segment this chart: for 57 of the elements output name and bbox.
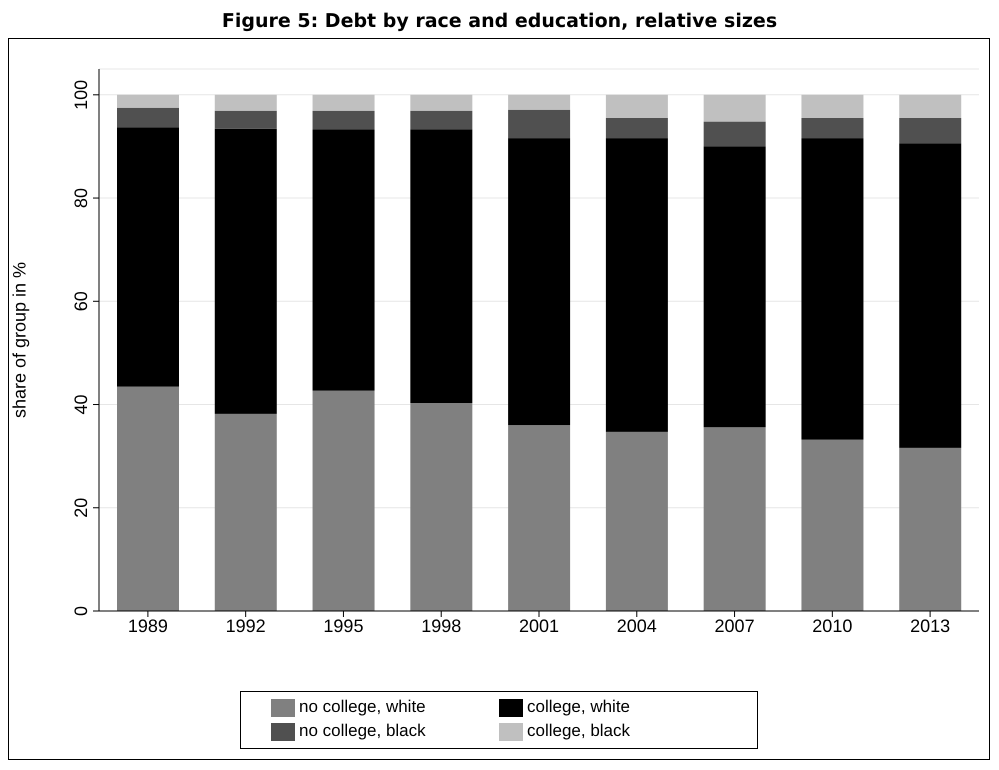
bar xyxy=(899,143,962,448)
bar xyxy=(410,110,472,130)
bar xyxy=(508,110,570,138)
y-tick-label: 40 xyxy=(71,394,91,415)
legend-label: college, white xyxy=(527,697,632,718)
bar xyxy=(117,386,179,611)
bar xyxy=(312,110,375,130)
bar xyxy=(606,138,668,432)
x-tick-label: 1995 xyxy=(323,616,364,636)
bar xyxy=(312,390,375,611)
y-tick-label: 0 xyxy=(71,606,91,616)
bar xyxy=(899,118,962,144)
x-tick-label: 2001 xyxy=(518,616,560,636)
legend-label: no college, black xyxy=(299,721,427,742)
bar xyxy=(117,94,179,108)
bar xyxy=(704,427,766,611)
x-tick-label: 2004 xyxy=(616,616,657,636)
bar xyxy=(899,94,962,118)
bar xyxy=(117,108,179,128)
bar xyxy=(801,94,864,118)
y-axis-title: share of group in % xyxy=(9,262,30,418)
y-tick-label: 60 xyxy=(71,291,91,312)
legend-label: college, black xyxy=(527,721,632,742)
bar xyxy=(410,129,472,403)
y-tick-label: 100 xyxy=(71,80,91,110)
x-tick-label: 2007 xyxy=(714,616,755,636)
bar xyxy=(606,432,668,611)
bar xyxy=(606,118,668,138)
bar xyxy=(312,94,375,111)
bar xyxy=(214,110,277,129)
legend-label: no college, white xyxy=(299,697,427,718)
bar xyxy=(704,94,766,122)
bar xyxy=(801,118,864,138)
bar xyxy=(704,122,766,146)
bar xyxy=(508,94,570,110)
bar xyxy=(801,440,864,611)
bar xyxy=(704,146,766,428)
bar xyxy=(214,94,277,111)
bar xyxy=(899,448,962,611)
bar xyxy=(214,414,277,611)
bar xyxy=(508,425,570,611)
x-tick-label: 1992 xyxy=(226,616,266,636)
y-tick-label: 20 xyxy=(71,498,91,518)
bar xyxy=(508,138,570,426)
bar xyxy=(117,127,179,386)
bar xyxy=(214,128,277,414)
chart-title: Figure 5: Debt by race and education, relative sizes xyxy=(220,9,778,34)
bar xyxy=(606,94,668,118)
bar xyxy=(801,138,864,440)
bar xyxy=(410,402,472,611)
y-tick-label: 80 xyxy=(71,188,91,208)
x-tick-label: 2013 xyxy=(910,616,950,636)
x-tick-label: 1998 xyxy=(421,616,462,636)
x-tick-label: 2010 xyxy=(812,616,852,636)
x-tick-label: 1989 xyxy=(128,616,168,636)
bar xyxy=(312,129,375,391)
bar xyxy=(410,94,472,111)
